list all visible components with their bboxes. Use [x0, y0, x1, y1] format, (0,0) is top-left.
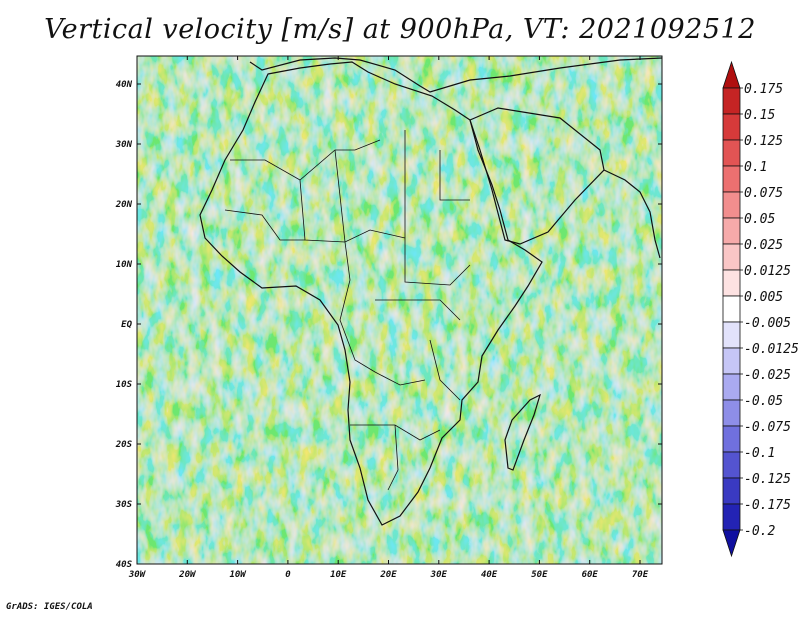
colorbar-label: -0.175	[744, 498, 791, 513]
lon-label: 70E	[632, 570, 649, 580]
colorbar-segment	[722, 321, 741, 349]
colorbar-segment	[722, 373, 741, 401]
lon-label: 10W	[229, 570, 247, 580]
lat-label: 10N	[116, 260, 133, 270]
lon-label: 20W	[178, 570, 197, 580]
colorbar-label: 0.1	[744, 160, 767, 175]
colorbar-label: 0.0125	[744, 264, 791, 279]
lon-label: 50E	[531, 570, 548, 580]
india-coastline	[603, 169, 661, 259]
lon-label: 20E	[379, 570, 397, 580]
colorbar-label: -0.025	[744, 368, 791, 383]
colorbar-label: -0.0125	[744, 342, 799, 357]
lon-axis: 30W 20W 10W 0 10E 20E 30E 40E 50E 60E 70E	[128, 56, 649, 580]
lat-label: 20N	[115, 200, 133, 210]
colorbar-segment	[722, 347, 741, 375]
colorbar-label: 0.125	[744, 134, 783, 149]
colorbar-label: -0.125	[744, 472, 791, 487]
lon-label: 30E	[430, 570, 448, 580]
colorbar-segment	[722, 477, 741, 505]
colorbar-label: -0.1	[744, 446, 775, 461]
coastlines	[199, 57, 662, 526]
lon-label: 40E	[481, 570, 498, 580]
lat-label: 30S	[115, 500, 133, 510]
colorbar-label: 0.05	[744, 212, 775, 227]
lat-label: 30N	[115, 140, 133, 150]
lat-label: 40N	[116, 80, 133, 90]
colorbar-segment	[722, 425, 741, 453]
colorbar-segment	[722, 87, 741, 115]
lon-label: 60E	[582, 570, 599, 580]
lat-label: EQ	[121, 320, 132, 330]
arabia-coastline	[469, 107, 605, 245]
colorbar-label: -0.005	[744, 316, 791, 331]
colorbar-segment	[722, 165, 741, 193]
colorbar-segment	[722, 139, 741, 167]
lon-label: 30W	[128, 570, 147, 580]
colorbar-segment	[722, 269, 741, 297]
colorbar-segment	[722, 451, 741, 479]
colorbar-label: -0.05	[744, 394, 783, 409]
colorbar-segment	[722, 243, 741, 271]
lon-label: 0	[285, 570, 291, 580]
colorbar-segment	[722, 295, 741, 323]
colorbar-label: -0.075	[744, 420, 791, 435]
lat-axis: 40N 30N 20N 10N EQ 10S 20S 30S 40S	[115, 80, 662, 570]
map-plot	[137, 56, 662, 564]
lat-label: 40S	[116, 560, 133, 570]
velocity-field	[137, 56, 662, 564]
country-borders	[224, 130, 471, 491]
credit-label: GrADS: IGES/COLA	[6, 602, 93, 612]
colorbar-segment	[722, 529, 741, 558]
colorbar-label: 0.075	[744, 186, 783, 201]
lat-label: 20S	[115, 440, 133, 450]
lat-label: 10S	[116, 380, 133, 390]
madagascar-coastline	[504, 393, 541, 471]
colorbar-segment	[722, 503, 741, 531]
colorbar-segment	[722, 399, 741, 427]
colorbar-segment	[722, 60, 741, 89]
colorbar: 0.175 0.15 0.125 0.1 0.075 0.05 0.025 0.0125 0.0…	[722, 60, 799, 558]
colorbar-label: 0.005	[744, 290, 783, 305]
lon-label: 10E	[330, 570, 347, 580]
map-frame	[136, 55, 663, 565]
colorbar-segment	[722, 191, 741, 219]
colorbar-label: 0.15	[744, 108, 775, 123]
africa-coastline	[199, 61, 543, 526]
europe-coastline	[249, 57, 662, 93]
colorbar-label: 0.175	[744, 82, 783, 97]
colorbar-label: -0.2	[744, 524, 775, 539]
colorbar-label: 0.025	[744, 238, 783, 253]
map-title: Vertical velocity [m/s] at 900hPa, VT: 2…	[44, 14, 756, 45]
colorbar-segment	[722, 217, 741, 245]
colorbar-segment	[722, 113, 741, 141]
